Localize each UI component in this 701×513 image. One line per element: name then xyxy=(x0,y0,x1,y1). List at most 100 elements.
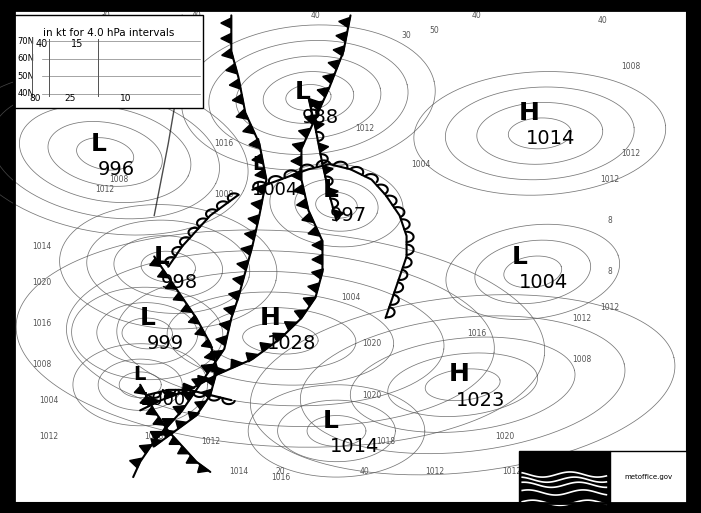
Polygon shape xyxy=(219,321,231,330)
Text: metoffice.gov: metoffice.gov xyxy=(625,474,672,480)
Text: 988: 988 xyxy=(301,108,339,128)
Polygon shape xyxy=(226,64,238,74)
Text: L: L xyxy=(322,178,339,202)
Text: 1012: 1012 xyxy=(621,149,641,159)
Text: 40: 40 xyxy=(598,16,608,25)
Text: 999: 999 xyxy=(147,334,184,353)
Text: 1004: 1004 xyxy=(519,272,568,292)
Text: 30: 30 xyxy=(402,31,411,41)
Polygon shape xyxy=(308,98,319,108)
Polygon shape xyxy=(254,184,266,194)
Text: 1014: 1014 xyxy=(329,437,379,456)
Polygon shape xyxy=(251,200,262,210)
Text: 996: 996 xyxy=(98,160,135,179)
Polygon shape xyxy=(173,292,184,301)
Bar xyxy=(610,451,687,503)
Polygon shape xyxy=(245,230,256,240)
Polygon shape xyxy=(294,310,307,319)
Text: 40: 40 xyxy=(311,11,320,20)
Polygon shape xyxy=(292,142,304,152)
Polygon shape xyxy=(304,297,315,306)
Text: 80: 80 xyxy=(29,93,41,103)
Polygon shape xyxy=(237,260,249,270)
Text: 20: 20 xyxy=(114,26,124,35)
Polygon shape xyxy=(260,343,273,352)
Polygon shape xyxy=(252,154,264,164)
Polygon shape xyxy=(297,199,308,209)
Text: H: H xyxy=(259,306,280,330)
Text: 998: 998 xyxy=(161,272,198,292)
Polygon shape xyxy=(210,350,223,360)
Polygon shape xyxy=(317,87,329,97)
Polygon shape xyxy=(205,377,215,386)
Text: 1004: 1004 xyxy=(411,160,430,169)
Polygon shape xyxy=(146,407,158,415)
Polygon shape xyxy=(291,156,301,166)
Polygon shape xyxy=(186,456,198,463)
Text: 1020: 1020 xyxy=(32,278,52,287)
Polygon shape xyxy=(293,185,305,195)
Text: 1008: 1008 xyxy=(215,190,234,200)
Text: H: H xyxy=(519,101,540,125)
Text: 1020: 1020 xyxy=(362,339,381,348)
Text: 50N: 50N xyxy=(18,72,34,81)
Text: 30: 30 xyxy=(58,42,68,51)
Text: 1012: 1012 xyxy=(39,431,59,441)
Polygon shape xyxy=(285,322,297,330)
Polygon shape xyxy=(232,94,244,104)
Polygon shape xyxy=(291,170,301,181)
Text: 1016: 1016 xyxy=(215,139,234,148)
Text: L: L xyxy=(252,154,265,174)
Polygon shape xyxy=(198,376,210,385)
Polygon shape xyxy=(318,143,329,152)
Polygon shape xyxy=(308,283,320,293)
Polygon shape xyxy=(328,188,338,197)
Text: 1004: 1004 xyxy=(39,396,59,405)
Polygon shape xyxy=(312,240,322,250)
Text: 1012: 1012 xyxy=(95,185,115,194)
Polygon shape xyxy=(195,327,206,336)
Polygon shape xyxy=(182,383,195,392)
Polygon shape xyxy=(221,33,231,44)
Text: 1018: 1018 xyxy=(376,437,395,446)
Polygon shape xyxy=(236,110,248,120)
Text: 40: 40 xyxy=(191,11,201,20)
Text: L: L xyxy=(91,132,107,155)
Text: 25: 25 xyxy=(64,93,76,103)
Polygon shape xyxy=(177,446,189,453)
Polygon shape xyxy=(153,417,164,425)
Polygon shape xyxy=(148,398,160,407)
Polygon shape xyxy=(150,431,163,440)
Polygon shape xyxy=(302,213,314,223)
Text: L: L xyxy=(294,81,311,104)
Text: 8: 8 xyxy=(608,267,612,277)
Bar xyxy=(519,451,610,503)
Polygon shape xyxy=(231,359,243,368)
Polygon shape xyxy=(312,254,322,265)
Polygon shape xyxy=(130,458,142,468)
Text: 15: 15 xyxy=(71,38,83,49)
Polygon shape xyxy=(241,245,252,255)
Polygon shape xyxy=(169,437,180,444)
Text: 1008: 1008 xyxy=(144,431,164,441)
Text: 1020: 1020 xyxy=(495,431,515,441)
Text: 40N: 40N xyxy=(18,89,34,98)
Text: 1008: 1008 xyxy=(32,360,52,369)
Polygon shape xyxy=(299,128,311,138)
Text: L: L xyxy=(140,306,156,330)
Text: 1008: 1008 xyxy=(109,175,129,184)
Polygon shape xyxy=(135,386,145,394)
Polygon shape xyxy=(322,165,333,174)
Polygon shape xyxy=(216,336,227,346)
Text: 50: 50 xyxy=(430,26,440,35)
Polygon shape xyxy=(163,430,175,438)
Polygon shape xyxy=(255,169,266,179)
Text: 40: 40 xyxy=(360,467,369,477)
Polygon shape xyxy=(314,121,324,130)
Polygon shape xyxy=(139,445,152,454)
Polygon shape xyxy=(222,49,233,59)
Polygon shape xyxy=(165,281,177,289)
Text: 20: 20 xyxy=(275,467,285,477)
Polygon shape xyxy=(312,269,323,279)
Text: 10: 10 xyxy=(121,93,132,103)
